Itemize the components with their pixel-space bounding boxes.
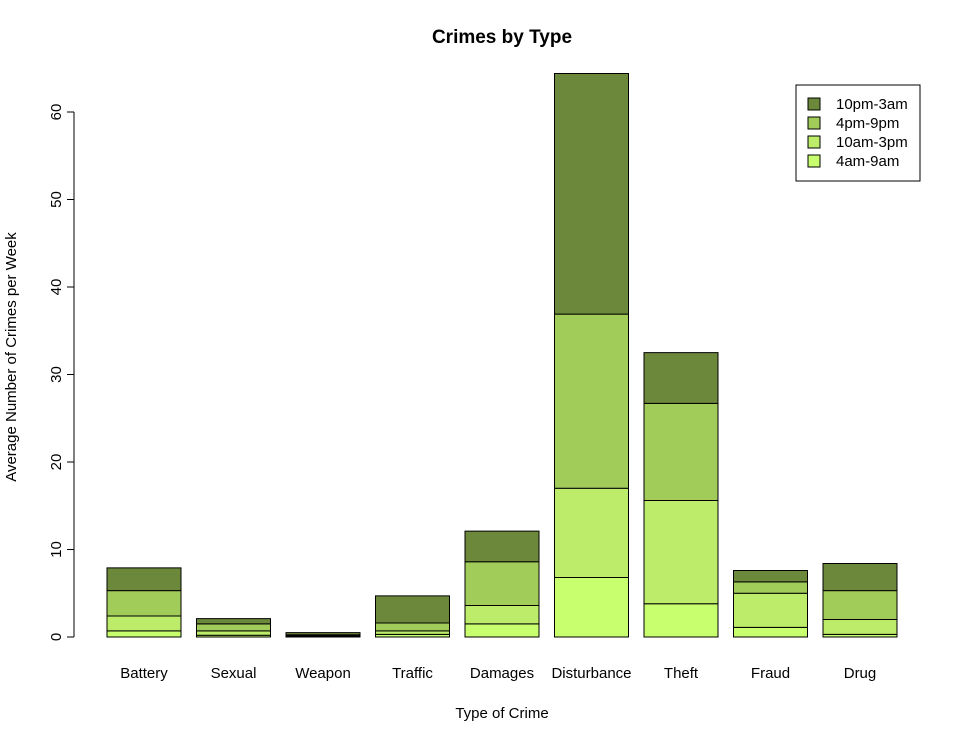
y-tick-label: 50: [48, 191, 65, 208]
legend-label: 4am-9am: [836, 153, 899, 170]
legend-swatch: [807, 97, 821, 111]
bar-segment: [464, 530, 540, 563]
bar-segment: [196, 623, 271, 632]
x-tick-label: Weapon: [295, 665, 351, 682]
bar-segment: [554, 577, 629, 638]
bar-segment: [643, 603, 719, 638]
bar-segment: [643, 402, 719, 501]
legend-swatch: [807, 135, 821, 149]
y-tick-label: 0: [48, 633, 65, 641]
bar-segment: [554, 73, 629, 315]
bar-segment: [464, 561, 540, 606]
bar-segment: [106, 615, 182, 632]
y-tick-label: 20: [48, 454, 65, 471]
bar-segment: [822, 563, 898, 592]
bar-segment: [643, 352, 719, 404]
legend-swatch: [807, 154, 821, 168]
y-tick-label: 40: [48, 279, 65, 296]
bar-segment: [106, 567, 182, 592]
bar-segment: [733, 592, 808, 628]
x-axis-label: Type of Crime: [455, 705, 548, 722]
bar-segment: [733, 626, 808, 638]
x-tick-label: Traffic: [392, 665, 433, 682]
bar-segment: [285, 632, 361, 636]
y-axis: 0 10 20 30 40 50 60: [48, 104, 75, 641]
y-tick-label: 60: [48, 104, 65, 121]
y-tick-label: 10: [48, 541, 65, 558]
bars-group: [106, 73, 898, 638]
x-tick-label: Fraud: [751, 665, 790, 682]
legend-swatch: [807, 116, 821, 130]
legend-label: 4pm-9pm: [836, 115, 899, 132]
bar-segment: [733, 581, 808, 594]
legend: 10pm-3am 4pm-9pm 10am-3pm 4am-9am: [795, 84, 921, 182]
y-axis-label: Average Number of Crimes per Week: [3, 232, 20, 482]
bar-segment: [822, 619, 898, 635]
bar-segment: [464, 623, 540, 638]
legend-label: 10am-3pm: [836, 134, 908, 151]
bar-segment: [643, 500, 719, 605]
chart-title: Crimes by Type: [432, 27, 572, 48]
x-tick-label: Battery: [120, 665, 168, 682]
x-tick-label: Disturbance: [551, 665, 631, 682]
bar-segment: [822, 590, 898, 620]
bar-segment: [375, 630, 450, 635]
bar-segment: [554, 487, 629, 578]
bar-segment: [375, 622, 450, 632]
bar-segment: [106, 630, 182, 638]
bar-segment: [106, 590, 182, 617]
bar-segment: [196, 618, 271, 625]
x-tick-label: Theft: [664, 665, 699, 682]
x-tick-label: Drug: [844, 665, 877, 682]
legend-label: 10pm-3am: [836, 96, 908, 113]
bar-segment: [464, 605, 540, 625]
x-tick-label: Sexual: [211, 665, 257, 682]
bar-segment: [554, 313, 629, 489]
x-tick-labels: Battery Sexual Weapon Traffic Damages Disturb…: [120, 665, 876, 682]
x-tick-label: Damages: [470, 665, 534, 682]
bar-segment: [375, 595, 450, 624]
bar-segment: [196, 630, 271, 636]
y-tick-label: 30: [48, 366, 65, 383]
bar-segment: [733, 570, 808, 583]
